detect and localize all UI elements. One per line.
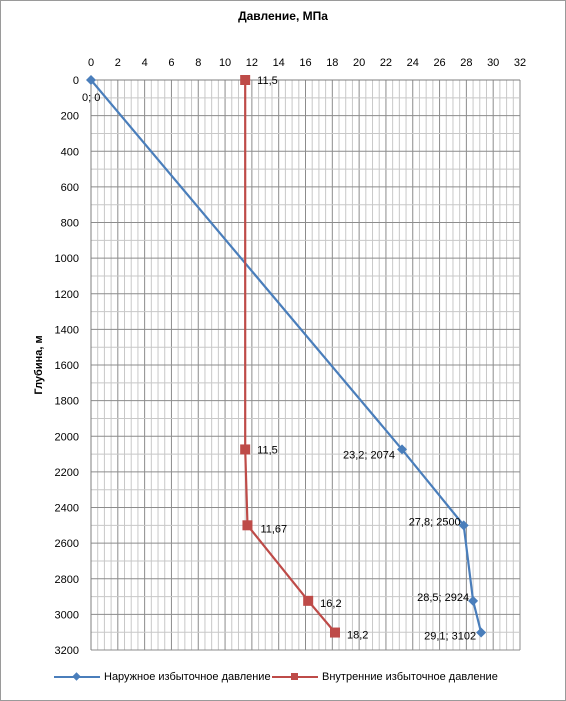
y-tick-label: 2000 (55, 431, 79, 443)
y-tick-label: 600 (61, 182, 79, 194)
x-tick-label: 28 (460, 57, 472, 69)
data-label: 28,5; 2924 (417, 592, 469, 604)
x-tick-label: 4 (142, 57, 148, 69)
y-tick-label: 2600 (55, 538, 79, 550)
x-tick-label: 30 (487, 57, 499, 69)
legend-swatch-outer (54, 671, 100, 683)
y-tick-label: 3200 (55, 645, 79, 657)
data-point-square (242, 520, 253, 531)
y-tick-label: 400 (61, 146, 79, 158)
chart-svg: 0 2 4 6 8 10 12 14 16 18 20 22 24 26 28 30 32 0200400600… (33, 57, 526, 657)
data-label: 27,8; 2500 (409, 516, 461, 528)
x-tick-label: 26 (433, 57, 445, 69)
x-tick-label: 2 (115, 57, 121, 69)
data-point-diamond (397, 444, 408, 455)
data-point-square (303, 595, 314, 606)
data-point-square (240, 75, 251, 85)
data-label: 18,2 (347, 630, 368, 642)
x-tick-label: 6 (168, 57, 174, 69)
data-label: 29,1; 3102 (424, 631, 476, 643)
data-label: 16,2 (320, 598, 341, 610)
data-point-diamond (458, 520, 469, 531)
y-tick-label: 0 (73, 75, 79, 87)
y-ticks: 0 200 400 600 800 1000 1200 1400 1600 1800 2000 220… (55, 75, 79, 657)
y-tick-label: 200 (61, 111, 79, 123)
x-tick-label: 32 (514, 57, 526, 69)
y-tick-label: 1400 (55, 324, 79, 336)
legend-label-outer: Наружное избыточное давление (104, 671, 271, 683)
data-point-diamond (476, 627, 487, 638)
y-tick-label: 1200 (55, 289, 79, 301)
data-point-square (240, 444, 251, 455)
series-line (90, 79, 483, 633)
grid (90, 79, 521, 651)
y-tick-label: 3000 (55, 609, 79, 621)
y-tick-label: 1600 (55, 360, 79, 372)
data-point-diamond (468, 595, 479, 606)
y-tick-label: 2400 (55, 503, 79, 515)
x-tick-label: 16 (299, 57, 311, 69)
x-tick-label: 12 (246, 57, 258, 69)
data-label: 11,5 (257, 444, 278, 456)
legend-label-inner: Внутренние избыточное давление (322, 671, 498, 683)
x-ticks: 0 2 4 6 8 10 12 14 16 18 20 22 24 26 28 30 32 (88, 57, 526, 69)
data-point-diamond (86, 75, 96, 85)
y-tick-label: 1800 (55, 396, 79, 408)
legend: Наружное избыточное давление Внутренние … (0, 671, 566, 691)
x-tick-label: 18 (326, 57, 338, 69)
x-tick-label: 20 (353, 57, 365, 69)
legend-swatch-inner (272, 671, 318, 683)
data-label: 23,2; 2074 (343, 449, 395, 461)
data-label: 0; 0 (82, 92, 100, 104)
y-tick-label: 800 (61, 218, 79, 230)
y-tick-label: 2200 (55, 467, 79, 479)
x-tick-label: 24 (407, 57, 419, 69)
series-layer: 0; 0 23,2; 2074 27,8; 2500 28,5; 2924 29,1; … (82, 75, 487, 643)
y-tick-label: 1000 (55, 253, 79, 265)
chart-title: Давление, МПа (238, 9, 328, 23)
x-tick-label: 10 (219, 57, 231, 69)
data-point-square (329, 627, 340, 638)
legend-item-inner: Внутренние избыточное давление (272, 671, 498, 683)
legend-item-outer: Наружное избыточное давление (54, 671, 271, 683)
data-label: 11,5 (257, 75, 278, 87)
x-tick-label: 22 (380, 57, 392, 69)
x-tick-label: 14 (273, 57, 285, 69)
data-label: 11,67 (260, 523, 287, 535)
x-tick-label: 8 (195, 57, 201, 69)
y-axis-label: Глубина, м (33, 335, 45, 394)
y-tick-label: 2800 (55, 574, 79, 586)
x-tick-label: 0 (88, 57, 94, 69)
